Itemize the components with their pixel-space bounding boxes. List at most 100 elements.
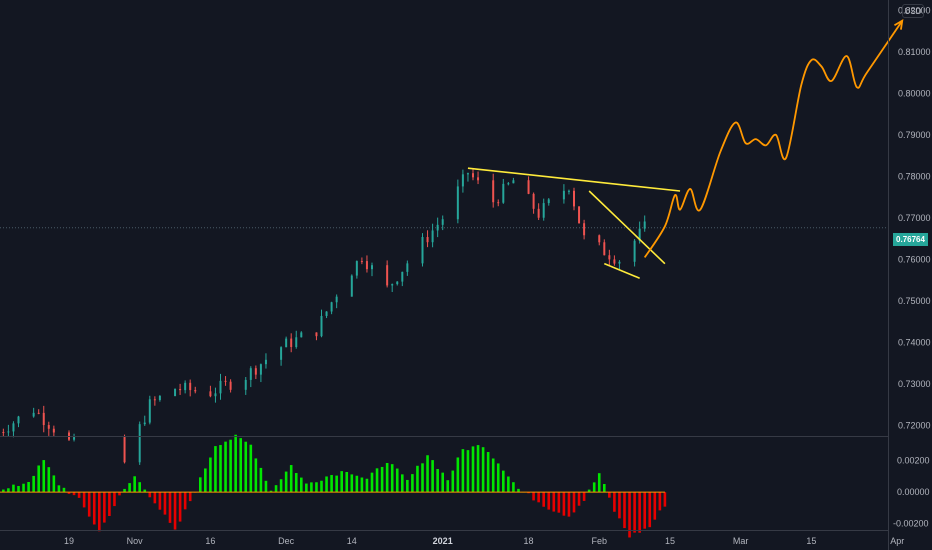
oscillator-bar <box>648 492 652 528</box>
time-axis-tick-label: Apr <box>890 536 904 546</box>
oscillator-bar <box>395 468 399 493</box>
oscillator-bar <box>411 474 414 493</box>
trendline-drawing[interactable] <box>588 190 666 265</box>
candle-body <box>502 183 505 203</box>
candle-body <box>224 380 227 382</box>
oscillator-bar <box>315 482 318 493</box>
oscillator-bar <box>502 470 505 493</box>
candle-body <box>386 265 389 286</box>
candle-body <box>158 395 161 401</box>
oscillator-bar <box>416 465 419 493</box>
oscillator-bar <box>37 465 40 493</box>
oscillator-bar <box>118 492 121 496</box>
oscillator-bar <box>249 444 253 493</box>
candle-body <box>12 423 15 432</box>
candle-body <box>355 261 358 276</box>
oscillator-bar <box>123 488 126 493</box>
currency-badge[interactable]: USD <box>902 4 924 18</box>
candle-body <box>174 388 177 396</box>
candle-body <box>477 177 480 181</box>
candle-body <box>2 431 5 433</box>
oscillator-bar <box>183 492 187 510</box>
candle-body <box>285 338 288 348</box>
oscillator-bar <box>158 492 162 510</box>
candle-body <box>295 337 298 348</box>
oscillator-bar <box>628 492 631 538</box>
oscillator-bar <box>239 438 242 493</box>
oscillator-bar <box>542 492 545 507</box>
candle-body <box>335 296 338 303</box>
oscillator-bar <box>87 492 91 517</box>
candle-body <box>184 382 187 391</box>
oscillator-bar <box>214 446 217 493</box>
price-axis-tick-label: 0.79000 <box>898 130 931 140</box>
candle-body <box>573 190 575 207</box>
candle-body <box>290 338 293 348</box>
oscillator-bar <box>244 441 248 493</box>
candle-body <box>578 206 581 224</box>
candle-body <box>613 259 616 264</box>
candle-body <box>138 424 141 463</box>
oscillator-bar <box>375 468 379 493</box>
oscillator-bar <box>406 479 409 493</box>
candle-body <box>17 416 20 424</box>
oscillator-bar <box>62 487 66 493</box>
oscillator-bar <box>103 492 106 523</box>
oscillator-bar <box>264 480 268 493</box>
oscillator-bar <box>360 477 364 493</box>
candle-body <box>52 428 55 433</box>
oscillator-bar <box>82 492 86 508</box>
oscillator-bar <box>300 477 303 493</box>
oscillator-bar <box>562 492 566 516</box>
candle-body <box>436 224 439 231</box>
oscillator-bar <box>572 492 576 513</box>
oscillator-bar <box>385 462 389 493</box>
candle-body <box>633 240 636 262</box>
time-axis-tick-label: Dec <box>278 536 295 546</box>
candle-body <box>350 275 353 297</box>
oscillator-bar <box>92 492 96 525</box>
oscillator-bar <box>22 483 25 493</box>
oscillator-bar <box>370 472 374 493</box>
price-axis-tick-label: 0.80000 <box>898 88 931 98</box>
oscillator-bar <box>52 475 56 493</box>
oscillator-bar <box>72 492 76 496</box>
oscillator-bar <box>592 482 596 493</box>
oscillator-bar <box>254 458 258 493</box>
projection-path[interactable] <box>643 20 903 258</box>
time-axis-tick-label: Nov <box>127 536 144 546</box>
candle-body <box>320 315 323 337</box>
oscillator-bar <box>27 481 30 493</box>
time-axis-tick-label: 16 <box>205 536 215 546</box>
price-axis-tick-label: 0.76000 <box>898 255 931 265</box>
candle-body <box>153 399 156 401</box>
oscillator-bar <box>340 471 343 493</box>
candle-body <box>537 208 540 218</box>
time-axis-tick-label: 15 <box>665 536 675 546</box>
trendline-drawing[interactable] <box>603 262 640 279</box>
oscillator-bar <box>426 455 429 493</box>
oscillator-bar <box>527 492 530 494</box>
oscillator-bar <box>143 489 147 493</box>
candle-body <box>401 271 404 282</box>
oscillator-bar <box>274 485 278 493</box>
oscillator-bar <box>98 492 101 532</box>
candle-body <box>441 219 444 225</box>
price-axis-tick-label: 0.81000 <box>898 47 931 57</box>
oscillator-bar <box>380 466 384 493</box>
oscillator-bar <box>345 471 349 493</box>
oscillator-bar <box>436 469 439 493</box>
oscillator-bar <box>577 492 581 506</box>
oscillator-bar <box>653 492 657 520</box>
oscillator-pane[interactable] <box>0 434 667 538</box>
oscillator-bar <box>279 479 283 493</box>
time-axis-tick-label: Mar <box>733 536 749 546</box>
oscillator-bar <box>537 492 540 503</box>
trendline-drawing[interactable] <box>467 167 681 192</box>
oscillator-bar <box>209 457 212 493</box>
candle-body <box>315 332 318 337</box>
oscillator-bar <box>633 492 636 533</box>
candle-body <box>214 393 217 397</box>
